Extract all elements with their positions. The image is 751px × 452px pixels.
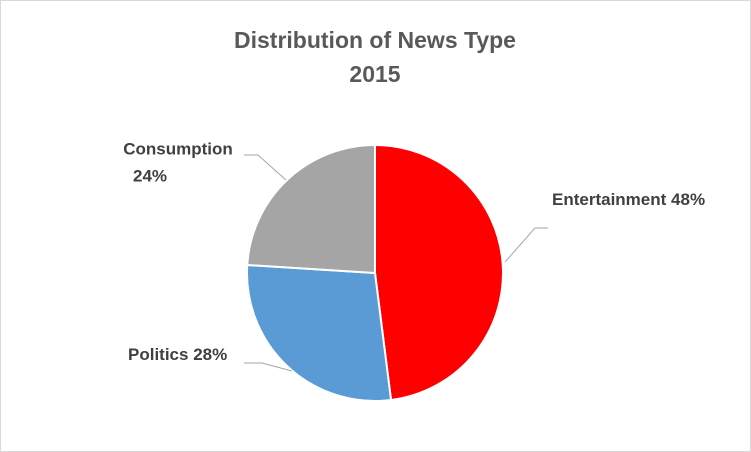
data-label: Politics 28% [128, 345, 227, 364]
leader-line [244, 154, 287, 181]
pie-slice [246, 263, 393, 402]
pie-slice [246, 143, 376, 275]
value-label: 48% [671, 190, 705, 209]
category-label: Politics [128, 345, 188, 364]
category-label: Consumption [123, 139, 233, 158]
leader-line [244, 362, 293, 372]
value-label: 28% [193, 345, 227, 364]
pie-slice [374, 143, 504, 402]
value-label: 24% [133, 166, 167, 185]
chart-title: Distribution of News Type [234, 27, 516, 53]
data-label: Entertainment 48% [552, 190, 705, 209]
category-label: Entertainment [552, 190, 667, 209]
leader-line [504, 227, 548, 263]
chart-subtitle: 2015 [349, 61, 400, 87]
